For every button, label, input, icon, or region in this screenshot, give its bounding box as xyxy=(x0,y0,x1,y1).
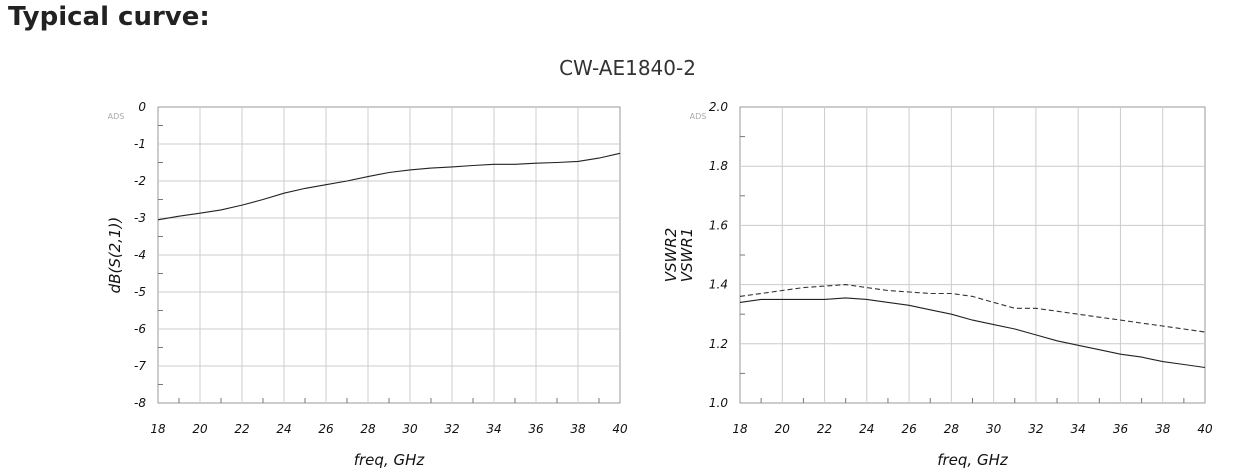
chart1-y-tick-label: -4 xyxy=(134,248,146,262)
chart2-y-tick-label: 1.8 xyxy=(709,159,728,173)
chart2-y-tick-label: 1.6 xyxy=(709,218,728,232)
chart2-x-axis-label: freq, GHz xyxy=(937,451,1009,468)
chart1-y-tick-label: 0 xyxy=(138,100,146,114)
chart2-x-tick-label: 28 xyxy=(944,422,960,436)
page-heading: Typical curve: xyxy=(8,2,210,32)
chart1-series-1-line xyxy=(157,152,621,221)
chart2-x-tick-label: 20 xyxy=(775,422,791,436)
chart2-series-1-line xyxy=(739,284,1206,333)
chart1-brand-mark: ADS xyxy=(108,112,125,121)
chart1-x-tick-label: 34 xyxy=(486,422,501,436)
chart2-series-2-line xyxy=(739,297,1206,369)
chart1-x-tick-label: 24 xyxy=(276,422,291,436)
chart2-x-tick-label: 32 xyxy=(1028,422,1043,436)
chart2-x-tick-label: 36 xyxy=(1113,422,1129,436)
chart2-y-tick-label: 2.0 xyxy=(709,100,728,114)
chart1-x-tick-label: 28 xyxy=(360,422,376,436)
chart2-y-tick-label: 1.2 xyxy=(709,337,728,351)
chart2-brand-mark: ADS xyxy=(690,112,707,121)
chart1-x-tick-label: 22 xyxy=(234,422,249,436)
chart1-x-tick-label: 18 xyxy=(150,422,166,436)
chart1-y-tick-label: -2 xyxy=(134,174,146,188)
chart1-y-tick-label: -3 xyxy=(134,211,146,225)
chart1-y-axis-label: dB(S(2,1)) xyxy=(106,217,124,294)
chart2-x-tick-label: 26 xyxy=(901,422,917,436)
chart2-x-tick-label: 38 xyxy=(1155,422,1171,436)
chart1-y-tick-label: -5 xyxy=(134,285,146,299)
chart1-y-tick-label: -1 xyxy=(134,137,146,151)
chart1-x-tick-label: 20 xyxy=(192,422,208,436)
chart1-y-tick-label: -8 xyxy=(134,396,146,410)
chart2-y-axis-label: VSWR1 xyxy=(678,228,696,283)
chart1-x-tick-label: 30 xyxy=(402,422,418,436)
chart2-x-tick-label: 34 xyxy=(1071,422,1086,436)
chart1-x-tick-label: 38 xyxy=(570,422,586,436)
chart2-x-tick-label: 30 xyxy=(986,422,1002,436)
chart-group-title: CW-AE1840-2 xyxy=(559,56,696,80)
chart2-x-tick-label: 40 xyxy=(1197,422,1213,436)
chart1-x-axis-label: freq, GHz xyxy=(354,451,426,468)
chart2-x-tick-label: 18 xyxy=(732,422,748,436)
chart1-x-tick-label: 32 xyxy=(444,422,459,436)
chart1-y-tick-label: -7 xyxy=(134,359,146,373)
chart1-x-tick-label: 36 xyxy=(528,422,544,436)
chart1-x-tick-label: 40 xyxy=(612,422,628,436)
chart1-x-tick-label: 26 xyxy=(318,422,334,436)
chart1-y-tick-label: -6 xyxy=(134,322,146,336)
chart2-y-tick-label: 1.4 xyxy=(709,278,728,292)
chart2-x-tick-label: 24 xyxy=(859,422,874,436)
chart2-x-tick-label: 22 xyxy=(817,422,832,436)
chart2-plot-frame xyxy=(739,106,1206,404)
chart2-y-tick-label: 1.0 xyxy=(709,396,728,410)
chart2-y-axis-label-2: VSWR2 xyxy=(662,228,680,283)
